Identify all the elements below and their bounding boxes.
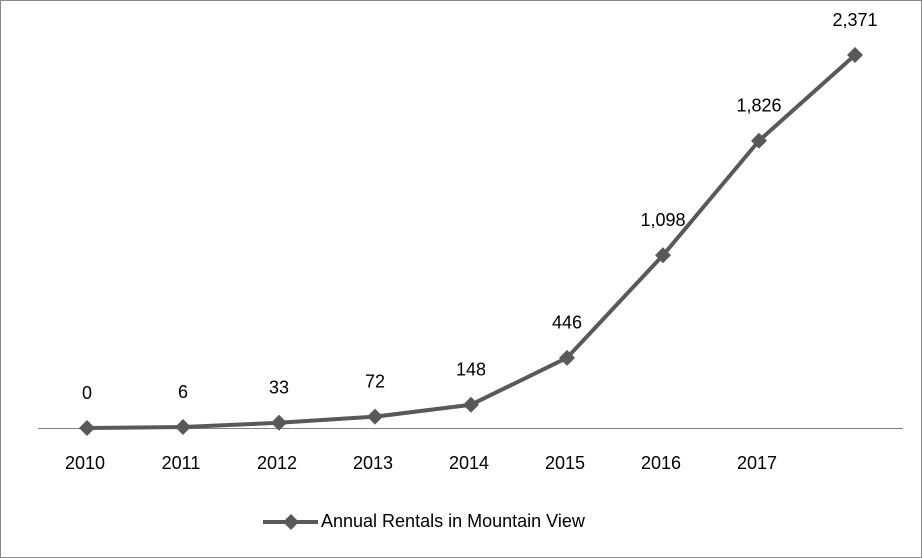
point-marker: [175, 419, 191, 436]
point-marker: [367, 408, 383, 425]
x-tick-label: 2013: [353, 453, 393, 473]
point-marker: [751, 132, 767, 149]
data-label: 33: [269, 378, 289, 398]
data-label: 148: [456, 359, 486, 379]
data-label: 2,371: [832, 10, 877, 30]
point-marker: [559, 349, 575, 366]
x-tick-label: 2011: [162, 453, 201, 473]
point-marker: [655, 247, 671, 264]
x-tick-label: 2016: [641, 453, 681, 473]
data-label: 72: [365, 371, 385, 391]
data-label: 1,826: [736, 95, 781, 115]
legend-label: Annual Rentals in Mountain View: [321, 511, 586, 531]
x-tick-label: 2014: [449, 453, 489, 473]
x-tick-label: 2017: [737, 453, 777, 473]
point-marker: [79, 420, 95, 436]
data-label: 446: [552, 313, 582, 333]
point-marker: [847, 47, 863, 63]
data-label: 6: [178, 382, 188, 402]
point-marker: [271, 414, 287, 431]
data-label: 1,098: [640, 210, 685, 230]
point-marker: [463, 396, 479, 413]
x-tick-label: 2012: [257, 453, 297, 473]
data-label: 0: [82, 383, 92, 403]
legend-marker: [283, 514, 299, 530]
x-tick-label: 2010: [65, 453, 105, 473]
x-tick-label: 2015: [545, 453, 585, 473]
